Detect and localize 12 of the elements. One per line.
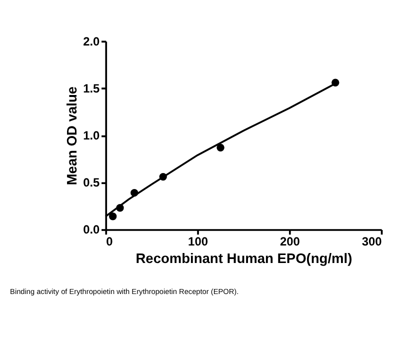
x-tick-label: 300	[362, 234, 382, 249]
x-tick-label: 200	[280, 234, 300, 249]
y-tick-label: 0.0	[83, 222, 100, 237]
x-axis-title: Recombinant Human EPO(ng/ml)	[136, 251, 352, 266]
y-tick-label: 2.0	[83, 34, 100, 48]
text: Binding activity of Erythropoietin with Erythropoietin Receptor (EPOR).	[10, 286, 239, 296]
x-tick-label: 100	[188, 234, 208, 249]
y-tick-label: 1.0	[83, 128, 100, 142]
y-tick-label: 0.5	[83, 176, 100, 190]
y-tick-label: 1.5	[83, 81, 100, 96]
x-tick-label: 0	[106, 234, 114, 249]
y-axis-title: Mean OD value	[64, 86, 80, 186]
